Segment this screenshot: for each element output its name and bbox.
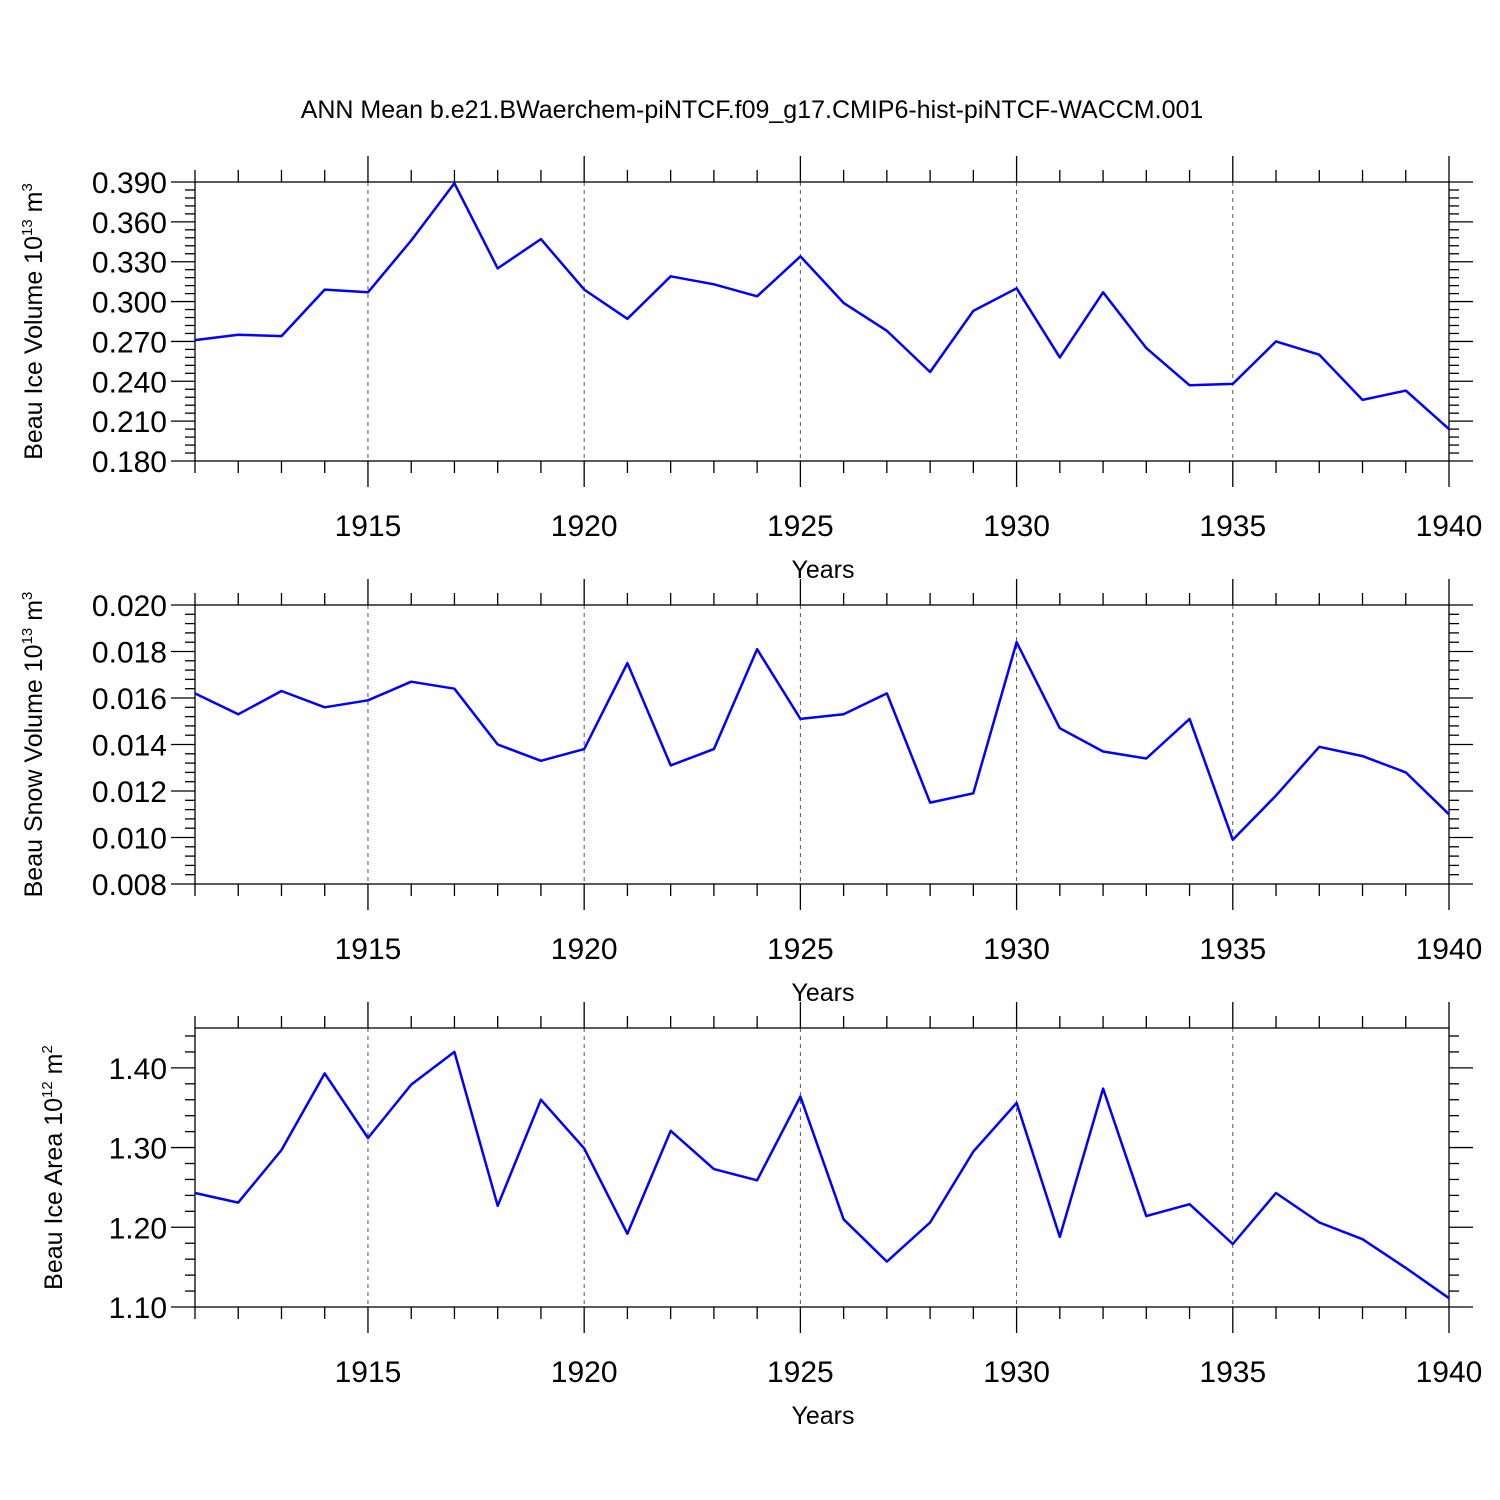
x-tick-label: 1920 xyxy=(551,510,618,543)
y-tick-label: 0.010 xyxy=(92,823,167,856)
y-axis-title-part: m xyxy=(20,192,48,220)
x-axis-title: Years xyxy=(791,556,854,584)
y-tick-label: 0.360 xyxy=(92,207,167,240)
y-tick-label: 0.020 xyxy=(92,590,167,623)
y-tick-label: 0.014 xyxy=(92,730,167,763)
y-axis-title-part: m xyxy=(40,1054,68,1082)
x-tick-label: 1920 xyxy=(551,933,618,966)
y-axis-title-part: m xyxy=(20,600,48,628)
y-tick-label: 0.270 xyxy=(92,326,167,359)
plot-frame xyxy=(194,604,1450,885)
data-series-line xyxy=(194,1050,1450,1300)
panel-2: 0.008 0.010 0.012 0.014 0.016 0.018 0.020 1915 1… xyxy=(19,579,1482,1007)
y-axis-title-part: Beau Snow Volume 10 xyxy=(20,644,48,897)
y-axis-title-superscript: 3 xyxy=(19,183,36,191)
y-axis-title-superscript: 13 xyxy=(19,219,36,236)
x-tick-label: 1940 xyxy=(1416,1356,1483,1389)
y-tick-label: 0.210 xyxy=(92,406,167,439)
y-tick-label: 1.20 xyxy=(109,1212,167,1245)
y-tick-label: 0.300 xyxy=(92,287,167,320)
y-axis-title: Beau Ice Area 1012 m2 xyxy=(39,1045,68,1290)
x-axis-title: Years xyxy=(791,1402,854,1430)
panel-3: 1.10 1.20 1.30 1.40 1915 1920 1925 1930 1935 1940… xyxy=(39,1002,1482,1430)
y-tick-label: 0.016 xyxy=(92,683,167,716)
x-tick-label: 1940 xyxy=(1416,510,1483,543)
y-axis-title-superscript: 13 xyxy=(19,628,36,645)
panel-1: 0.180 0.210 0.240 0.270 0.300 0.330 0.360 0.390… xyxy=(19,156,1482,584)
y-tick-label: 1.30 xyxy=(109,1133,167,1166)
x-tick-label: 1930 xyxy=(983,510,1050,543)
x-tick-label: 1935 xyxy=(1199,1356,1266,1389)
y-axis-title-superscript: 2 xyxy=(39,1045,56,1053)
data-series-line xyxy=(194,182,1450,431)
chart-title: ANN Mean b.e21.BWaerchem-piNTCF.f09_g17.… xyxy=(301,96,1204,124)
y-axis-title: Beau Snow Volume 1013 m3 xyxy=(19,592,48,898)
x-tick-label: 1920 xyxy=(551,1356,618,1389)
y-axis-title-part: Beau Ice Volume 10 xyxy=(20,236,48,460)
y-tick-label: 1.10 xyxy=(109,1292,167,1325)
x-tick-label: 1935 xyxy=(1199,933,1266,966)
y-tick-label: 1.40 xyxy=(109,1053,167,1086)
x-tick-label: 1925 xyxy=(767,933,834,966)
x-tick-label: 1915 xyxy=(335,510,402,543)
x-tick-label: 1925 xyxy=(767,1356,834,1389)
x-tick-label: 1925 xyxy=(767,510,834,543)
data-series-line xyxy=(194,640,1450,842)
y-tick-label: 0.330 xyxy=(92,247,167,280)
y-axis-title-superscript: 3 xyxy=(19,592,36,600)
plot-frame xyxy=(194,181,1450,462)
y-tick-label: 0.180 xyxy=(92,446,167,479)
y-tick-label: 0.240 xyxy=(92,366,167,399)
x-tick-label: 1915 xyxy=(335,1356,402,1389)
plot-frame xyxy=(194,1027,1450,1308)
y-axis-title: Beau Ice Volume 1013 m3 xyxy=(19,183,48,460)
x-tick-label: 1915 xyxy=(335,933,402,966)
x-axis-title: Years xyxy=(791,979,854,1007)
x-tick-label: 1930 xyxy=(983,1356,1050,1389)
x-tick-label: 1940 xyxy=(1416,933,1483,966)
y-axis-title-part: Beau Ice Area 10 xyxy=(40,1098,68,1290)
y-tick-label: 0.012 xyxy=(92,776,167,809)
y-tick-label: 0.390 xyxy=(92,167,167,200)
y-axis-title-superscript: 12 xyxy=(39,1081,56,1098)
x-tick-label: 1935 xyxy=(1199,510,1266,543)
x-tick-label: 1930 xyxy=(983,933,1050,966)
y-tick-label: 0.018 xyxy=(92,637,167,670)
y-tick-label: 0.008 xyxy=(92,869,167,902)
